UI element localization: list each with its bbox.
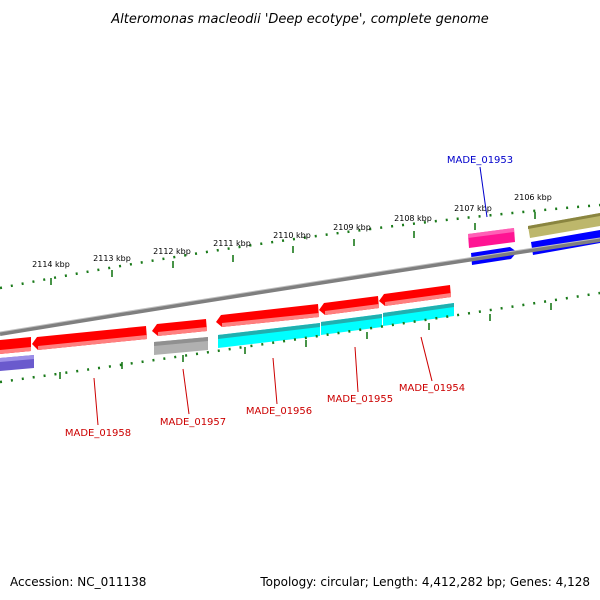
gene-label-made-01955[interactable]: MADE_01955 [327,394,393,405]
leader-made-01958 [93,377,99,426]
feature-made-01956-cyan-shade [218,323,320,339]
gene-label-made-01958[interactable]: MADE_01958 [65,428,131,439]
accession-text: Accession: NC_011138 [10,575,146,589]
gene-label-made-01957[interactable]: MADE_01957 [160,417,226,428]
inner-ruler-ticks [59,303,552,379]
genome-backbone-highlight [0,237,600,333]
feature-made-01954-cyan-shade [383,303,454,317]
forward-strand-features [468,213,600,265]
ruler-label-2109: 2109 kbp [333,223,371,232]
gene-made-01957-shade [158,327,207,336]
ruler-label-2110: 2110 kbp [273,231,311,240]
ruler-label-2106: 2106 kbp [514,193,552,202]
leader-made-01955 [354,346,359,393]
genome-summary-text: Topology: circular; Length: 4,412,282 bp… [259,575,590,589]
label-leader-lines [93,166,488,426]
feature-made-01957-gray-shade [154,337,208,346]
gene-label-made-01954[interactable]: MADE_01954 [399,383,465,394]
leader-made-01957 [182,368,190,415]
gene-label-made-01953[interactable]: MADE_01953 [447,155,513,166]
leader-made-01956 [272,357,278,405]
map-title: Alteromonas macleodii 'Deep ecotype', co… [110,12,488,27]
ruler-label-2107: 2107 kbp [454,204,492,213]
feature-magenta-highlight [468,228,514,238]
ruler-label-2112: 2112 kbp [153,247,191,256]
outer-ruler-dots [0,203,600,290]
leader-made-01954 [420,336,433,382]
gene-label-made-01956[interactable]: MADE_01956 [246,406,312,417]
feature-made-01955-cyan-shade [321,314,382,326]
outer-ruler-ticks [50,212,536,285]
reverse-strand-genes [0,285,451,354]
feature-khaki-edge [528,213,600,229]
ruler-label-2108: 2108 kbp [394,214,432,223]
gene-made-01955-shade [325,304,379,315]
gene-made-01958-shade [38,335,147,350]
leader-made-01953 [479,166,488,218]
feature-slate-left-edge-shade [0,355,34,362]
ruler-label-2113: 2113 kbp [93,254,131,263]
gene-made-01956-shade [222,313,319,327]
gene-arrow-left-edge-shade [0,347,31,354]
gene-made-01954-shade [385,293,451,306]
outer-ruler: 2114 kbp 2113 kbp 2112 kbp 2111 kbp 2110… [0,193,600,290]
ruler-label-2114: 2114 kbp [32,260,70,269]
reverse-strand-rna [0,303,454,371]
inner-ruler [0,291,600,384]
ruler-label-2111: 2111 kbp [213,239,251,248]
genome-backbone [0,238,600,336]
